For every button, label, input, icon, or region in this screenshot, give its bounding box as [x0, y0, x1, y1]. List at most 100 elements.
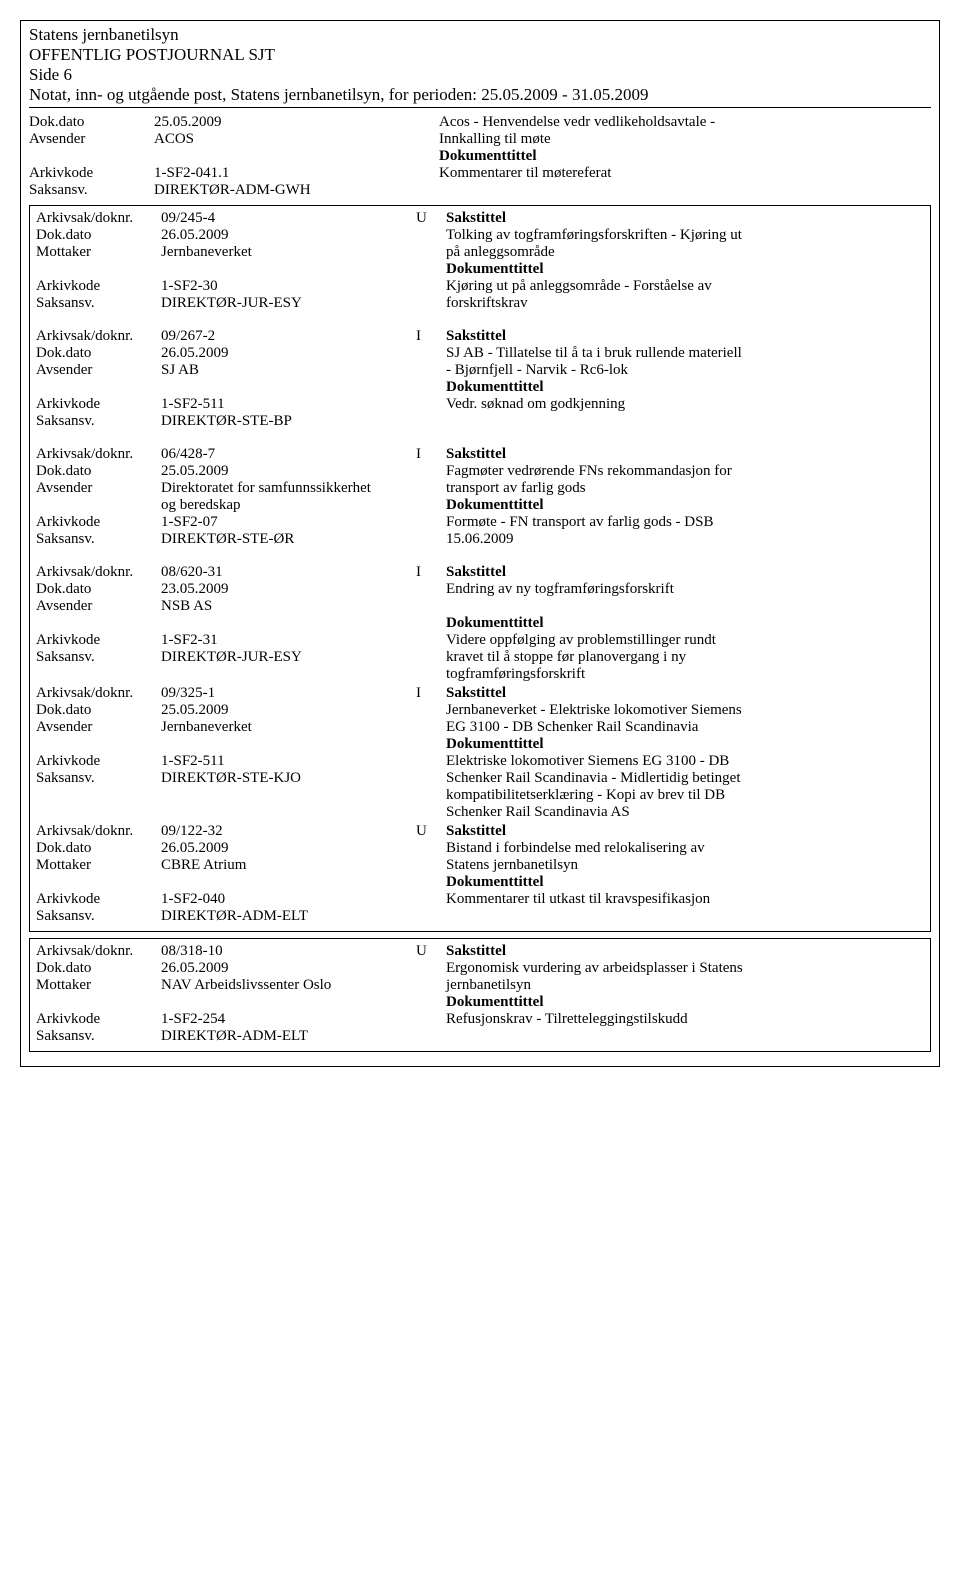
dokumenttittel-text: Kjøring ut på anleggsområde - Forståelse… — [446, 278, 924, 295]
dokumenttittel-text: Kommentarer til utkast til kravspesifika… — [446, 891, 924, 908]
dokumenttittel-text: Refusjonskrav - Tilretteleggingstilskudd — [446, 1011, 924, 1028]
value-arkivsak: 09/245-4 — [161, 210, 416, 227]
label-arkivkode: Arkivkode — [36, 278, 161, 295]
label-dokumenttittel: Dokumenttittel — [446, 497, 924, 514]
label-dokumenttittel: Dokumenttittel — [446, 736, 924, 753]
label-dokdato: Dok.dato — [36, 840, 161, 857]
label-arkivkode: Arkivkode — [36, 632, 161, 649]
label-arkivkode: Arkivkode — [36, 891, 161, 908]
label-arkivkode: Arkivkode — [36, 514, 161, 531]
header-line-3: Side 6 — [29, 65, 931, 85]
value-arkivkode: 1-SF2-511 — [161, 396, 446, 413]
label-party: Mottaker — [36, 977, 161, 994]
value-saksansv: DIREKTØR-ADM-ELT — [161, 1028, 446, 1045]
value-iu: I — [416, 446, 446, 463]
value-arkivkode: 1-SF2-511 — [161, 753, 446, 770]
value-saksansv: DIREKTØR-STE-ØR — [161, 531, 446, 548]
label-saksansv: Saksansv. — [29, 182, 154, 199]
value-arkivkode: 1-SF2-30 — [161, 278, 446, 295]
page-outer-border: Statens jernbanetilsyn OFFENTLIG POSTJOU… — [20, 20, 940, 1067]
journal-entry: Arkivsak/doknr.09/122-32U Dok.dato26.05.… — [36, 823, 924, 925]
journal-entry: Arkivsak/doknr.08/318-10U Dok.dato26.05.… — [36, 943, 924, 1045]
label-dokumenttittel: Dokumenttittel — [439, 148, 931, 165]
value-party: NAV Arbeidslivssenter Oslo — [161, 977, 446, 994]
label-dokdato: Dok.dato — [36, 227, 161, 244]
value-arkivsak: 06/428-7 — [161, 446, 416, 463]
label-sakstittel: Sakstittel — [446, 446, 924, 463]
label-arkivsak: Arkivsak/doknr. — [36, 328, 161, 345]
dokumenttittel-text: 15.06.2009 — [446, 531, 924, 548]
page-header: Statens jernbanetilsyn OFFENTLIG POSTJOU… — [29, 25, 931, 108]
label-avsender: Avsender — [29, 131, 154, 148]
label-dokumenttittel: Dokumenttittel — [446, 379, 924, 396]
value-iu: I — [416, 564, 446, 581]
label-dokumenttittel: Dokumenttittel — [446, 615, 924, 632]
dokumenttittel-text: Videre oppfølging av problemstillinger r… — [446, 632, 924, 649]
label-saksansv: Saksansv. — [36, 649, 161, 666]
value-arkivkode: 1-SF2-07 — [161, 514, 446, 531]
dokumenttittel-text: togframføringsforskrift — [446, 666, 924, 683]
label-party: Mottaker — [36, 857, 161, 874]
value-party: Jernbaneverket — [161, 244, 446, 261]
value-iu: U — [416, 943, 446, 960]
header-line-4: Notat, inn- og utgående post, Statens je… — [29, 85, 931, 108]
journal-entry: Arkivsak/doknr.06/428-7I Dok.dato25.05.2… — [36, 446, 924, 548]
label-saksansv: Saksansv. — [36, 770, 161, 787]
value-avsender: ACOS — [154, 131, 439, 148]
value-arkivkode: 1-SF2-31 — [161, 632, 446, 649]
value-iu: U — [416, 210, 446, 227]
sakstittel-text: Statens jernbanetilsyn — [446, 857, 924, 874]
label-party: Avsender — [36, 480, 161, 497]
value-saksansv: DIREKTØR-JUR-ESY — [161, 295, 446, 312]
label-arkivsak: Arkivsak/doknr. — [36, 446, 161, 463]
label-party: Mottaker — [36, 244, 161, 261]
value-party: SJ AB — [161, 362, 446, 379]
value-dokdato: 25.05.2009 — [154, 114, 439, 131]
label-arkivsak: Arkivsak/doknr. — [36, 943, 161, 960]
label-party: Avsender — [36, 362, 161, 379]
dokumenttittel-text: Kommentarer til møtereferat — [439, 165, 931, 182]
sakstittel-text: transport av farlig gods — [446, 480, 924, 497]
label-dokdato: Dok.dato — [29, 114, 154, 131]
label-dokdato: Dok.dato — [36, 581, 161, 598]
label-arkivkode: Arkivkode — [36, 753, 161, 770]
dokumenttittel-text: Elektriske lokomotiver Siemens EG 3100 -… — [446, 753, 924, 770]
value-saksansv: DIREKTØR-STE-KJO — [161, 770, 446, 787]
label-party: Avsender — [36, 719, 161, 736]
value-dokdato: 25.05.2009 — [161, 702, 446, 719]
sakstittel-text: - Bjørnfjell - Narvik - Rc6-lok — [446, 362, 924, 379]
value-party: Direktoratet for samfunnssikkerhet — [161, 480, 446, 497]
journal-entry: Arkivsak/doknr.08/620-31I Dok.dato23.05.… — [36, 564, 924, 683]
sakstittel-text: Tolking av togframføringsforskriften - K… — [446, 227, 924, 244]
label-sakstittel: Sakstittel — [446, 943, 924, 960]
entry-group-box: Arkivsak/doknr.09/245-4U Dok.dato26.05.2… — [29, 205, 931, 932]
value-dokdato: 23.05.2009 — [161, 581, 446, 598]
sakstittel-text: jernbanetilsyn — [446, 977, 924, 994]
label-arkivsak: Arkivsak/doknr. — [36, 564, 161, 581]
label-sakstittel: Sakstittel — [446, 564, 924, 581]
value-arkivsak: 09/267-2 — [161, 328, 416, 345]
value-dokdato: 26.05.2009 — [161, 345, 446, 362]
value-arkivsak: 08/318-10 — [161, 943, 416, 960]
dokumenttittel-text: Formøte - FN transport av farlig gods - … — [446, 514, 924, 531]
label-saksansv: Saksansv. — [36, 908, 161, 925]
value-arkivkode: 1-SF2-041.1 — [154, 165, 439, 182]
sakstittel-text: Bistand i forbindelse med relokalisering… — [446, 840, 924, 857]
journal-entry: Arkivsak/doknr.09/267-2I Dok.dato26.05.2… — [36, 328, 924, 430]
label-dokdato: Dok.dato — [36, 463, 161, 480]
label-saksansv: Saksansv. — [36, 1028, 161, 1045]
value-saksansv: DIREKTØR-ADM-ELT — [161, 908, 446, 925]
label-sakstittel: Sakstittel — [446, 328, 924, 345]
value-party: og beredskap — [161, 497, 446, 514]
value-iu: U — [416, 823, 446, 840]
sakstittel-text: SJ AB - Tillatelse til å ta i bruk rulle… — [446, 345, 924, 362]
value-party: NSB AS — [161, 598, 446, 615]
sakstittel-text: på anleggsområde — [446, 244, 924, 261]
label-sakstittel: Sakstittel — [446, 685, 924, 702]
dokumenttittel-text: Schenker Rail Scandinavia AS — [446, 804, 924, 821]
value-saksansv: DIREKTØR-ADM-GWH — [154, 182, 439, 199]
value-arkivkode: 1-SF2-040 — [161, 891, 446, 908]
label-arkivkode: Arkivkode — [29, 165, 154, 182]
label-sakstittel: Sakstittel — [446, 210, 924, 227]
value-arkivsak: 08/620-31 — [161, 564, 416, 581]
